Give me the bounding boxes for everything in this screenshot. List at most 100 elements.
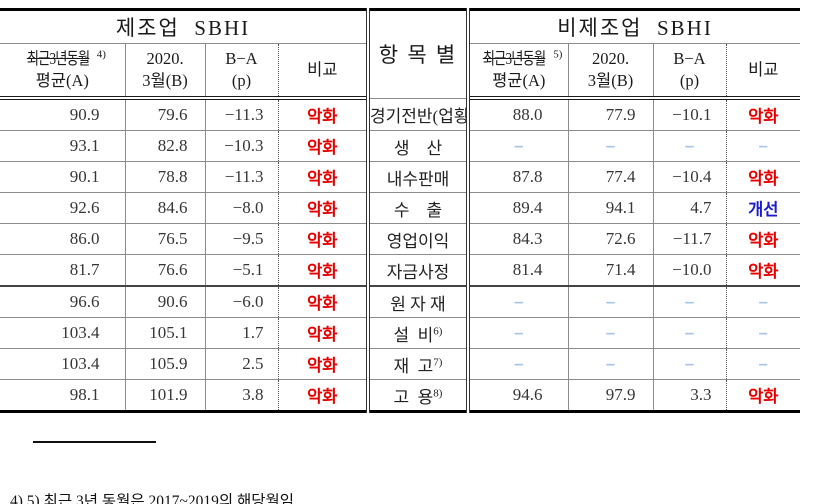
cell-item-label: 수 출 bbox=[366, 192, 470, 224]
cell-manu-avg: 90.9 bbox=[0, 98, 126, 131]
cell-manu-month: 90.6 bbox=[125, 286, 206, 318]
cell-manu-month: 105.9 bbox=[125, 348, 206, 380]
cell-manu-month: 84.6 bbox=[125, 192, 206, 224]
cell-item-label: 설 비6) bbox=[366, 317, 470, 349]
recent-3yr-label-struck: 최근3년동월 bbox=[26, 49, 89, 69]
cell-nonmanu-diff: −11.7 bbox=[653, 223, 727, 255]
cell-nonmanu-diff: – bbox=[653, 348, 727, 380]
footnote-ref: 7) bbox=[433, 355, 443, 368]
cell-manu-month: 82.8 bbox=[125, 130, 206, 162]
cell-manu-diff: 1.7 bbox=[205, 317, 279, 349]
cell-nonmanu-compare: – bbox=[726, 348, 800, 380]
table-row: 90.9 79.6 −11.3 악화 경기전반(업황) 88.0 77.9 −1… bbox=[0, 98, 800, 131]
cell-item-label: 자금사정 bbox=[366, 254, 470, 287]
footnote-ref-4: 4) bbox=[96, 48, 106, 61]
cell-nonmanu-diff: −10.0 bbox=[653, 254, 727, 287]
cell-item-label: 경기전반(업황) bbox=[366, 98, 470, 131]
table-header: 제조업 SBHI 항 목 별 비제조업 SBHI 최근3년동월 4) 평균(A) … bbox=[0, 9, 800, 100]
cell-manu-diff: −11.3 bbox=[205, 161, 279, 193]
cell-manu-month: 101.9 bbox=[125, 379, 206, 412]
cell-item-label: 고 용8) bbox=[366, 379, 470, 412]
non-manufacturing-title: 비제조업 SBHI bbox=[468, 9, 800, 44]
cell-nonmanu-month: 97.9 bbox=[568, 379, 654, 412]
avg-a-label: 평균(A) bbox=[492, 71, 546, 90]
cell-nonmanu-month: 94.1 bbox=[568, 192, 654, 224]
cell-manu-avg: 98.1 bbox=[0, 379, 126, 412]
cell-manu-avg: 92.6 bbox=[0, 192, 126, 224]
cell-manu-diff: −6.0 bbox=[205, 286, 279, 318]
cell-item-label: 재 고7) bbox=[366, 348, 470, 380]
cell-item-label: 원 자 재 bbox=[366, 286, 470, 318]
cell-nonmanu-avg: 81.4 bbox=[468, 254, 569, 287]
cell-manu-avg: 103.4 bbox=[0, 317, 126, 349]
cell-manu-diff: 2.5 bbox=[205, 348, 279, 380]
nonmanu-col-diff-header: B−A (p) bbox=[653, 43, 727, 100]
cell-manu-avg: 86.0 bbox=[0, 223, 126, 255]
table-row: 86.0 76.5 −9.5 악화 영업이익 84.3 72.6 −11.7 악… bbox=[0, 223, 800, 255]
table-row: 93.1 82.8 −10.3 악화 생 산 – – – – bbox=[0, 130, 800, 162]
cell-nonmanu-month: 71.4 bbox=[568, 254, 654, 287]
table-body: 90.9 79.6 −11.3 악화 경기전반(업황) 88.0 77.9 −1… bbox=[0, 98, 800, 412]
cell-manu-compare: 악화 bbox=[278, 348, 368, 380]
cell-nonmanu-compare: 악화 bbox=[726, 161, 800, 193]
cell-nonmanu-month: – bbox=[568, 286, 654, 318]
nonmanu-col-compare-header: 비교 bbox=[726, 43, 800, 100]
cell-nonmanu-month: 77.9 bbox=[568, 98, 654, 131]
table-row: 96.6 90.6 −6.0 악화 원 자 재 – – – – bbox=[0, 286, 800, 318]
cell-manu-avg: 90.1 bbox=[0, 161, 126, 193]
cell-nonmanu-compare: – bbox=[726, 286, 800, 318]
nonmanu-col-month-header: 2020. 3월(B) bbox=[568, 43, 654, 100]
cell-nonmanu-month: 77.4 bbox=[568, 161, 654, 193]
manu-col-compare-header: 비교 bbox=[278, 43, 368, 100]
cell-nonmanu-diff: – bbox=[653, 286, 727, 318]
footnote-divider bbox=[33, 441, 156, 443]
cell-nonmanu-compare: – bbox=[726, 130, 800, 162]
table-row: 98.1 101.9 3.8 악화 고 용8) 94.6 97.9 3.3 악화 bbox=[0, 379, 800, 412]
group-header-row: 제조업 SBHI 항 목 별 비제조업 SBHI bbox=[0, 9, 800, 99]
manu-col-avg-header: 최근3년동월 4) 평균(A) bbox=[0, 43, 126, 100]
cell-nonmanu-avg: 87.8 bbox=[468, 161, 569, 193]
cell-nonmanu-avg: 89.4 bbox=[468, 192, 569, 224]
cell-manu-compare: 악화 bbox=[278, 286, 368, 318]
cell-manu-compare: 악화 bbox=[278, 223, 368, 255]
cell-nonmanu-compare: 개선 bbox=[726, 192, 800, 224]
cell-manu-month: 76.5 bbox=[125, 223, 206, 255]
cell-manu-month: 79.6 bbox=[125, 98, 206, 131]
cell-manu-diff: −11.3 bbox=[205, 98, 279, 131]
cell-nonmanu-avg: 88.0 bbox=[468, 98, 569, 131]
cell-manu-diff: −10.3 bbox=[205, 130, 279, 162]
cell-manu-diff: −9.5 bbox=[205, 223, 279, 255]
cell-nonmanu-avg: 84.3 bbox=[468, 223, 569, 255]
cell-manu-compare: 악화 bbox=[278, 254, 368, 287]
cell-manu-diff: 3.8 bbox=[205, 379, 279, 412]
footnote-ref-5: 5) bbox=[553, 48, 563, 61]
footnotes: 4),5) 최근 3년 동월은 2017~2019의 해당월임 6),7),8)… bbox=[10, 451, 817, 504]
cell-manu-month: 105.1 bbox=[125, 317, 206, 349]
cell-nonmanu-avg: – bbox=[468, 348, 569, 380]
table-row: 81.7 76.6 −5.1 악화 자금사정 81.4 71.4 −10.0 악… bbox=[0, 254, 800, 287]
recent-3yr-label-struck: 최근3년동월 bbox=[482, 49, 546, 69]
cell-nonmanu-compare: 악화 bbox=[726, 223, 800, 255]
cell-manu-month: 78.8 bbox=[125, 161, 206, 193]
cell-nonmanu-diff: 4.7 bbox=[653, 192, 727, 224]
cell-manu-avg: 96.6 bbox=[0, 286, 126, 318]
cell-manu-compare: 악화 bbox=[278, 161, 368, 193]
footnote-line: 4),5) 최근 3년 동월은 2017~2019의 해당월임 bbox=[10, 493, 295, 504]
sub-header-row: 최근3년동월 4) 평균(A) 2020. 3월(B) B−A (p) 비교 최근… bbox=[0, 43, 800, 100]
cell-nonmanu-month: – bbox=[568, 317, 654, 349]
cell-nonmanu-avg: – bbox=[468, 286, 569, 318]
cell-manu-avg: 93.1 bbox=[0, 130, 126, 162]
cell-nonmanu-diff: – bbox=[653, 317, 727, 349]
cell-manu-compare: 악화 bbox=[278, 98, 368, 131]
cell-nonmanu-avg: 94.6 bbox=[468, 379, 569, 412]
cell-nonmanu-avg: – bbox=[468, 130, 569, 162]
cell-manu-avg: 81.7 bbox=[0, 254, 126, 287]
cell-manu-diff: −8.0 bbox=[205, 192, 279, 224]
manufacturing-title: 제조업 SBHI bbox=[0, 9, 368, 44]
nonmanu-col-avg-header: 최근3년동월 5) 평균(A) bbox=[468, 43, 569, 100]
cell-manu-diff: −5.1 bbox=[205, 254, 279, 287]
table-row: 103.4 105.9 2.5 악화 재 고7) – – – – bbox=[0, 348, 800, 380]
table-row: 92.6 84.6 −8.0 악화 수 출 89.4 94.1 4.7 개선 bbox=[0, 192, 800, 224]
avg-a-label: 평균(A) bbox=[35, 71, 89, 90]
cell-nonmanu-diff: −10.4 bbox=[653, 161, 727, 193]
